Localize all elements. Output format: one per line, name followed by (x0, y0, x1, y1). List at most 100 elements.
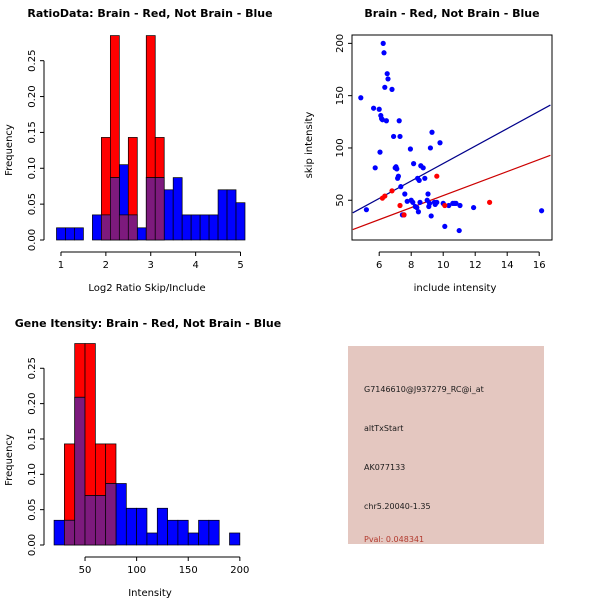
ratio-histogram-svg: RatioData: Brain - Red, Not Brain - Blue… (4, 7, 273, 294)
scatter-point-blue (446, 202, 452, 209)
y-axis-tick-label: 0.00 (27, 229, 38, 251)
histogram-bar-overlap (84, 495, 96, 546)
scatter-point-blue (398, 184, 404, 190)
scatter-point-red (382, 193, 388, 199)
histogram-bar-blue (190, 214, 201, 241)
y-axis-tick-label: 150 (335, 86, 346, 105)
scatter-point-red (397, 202, 403, 209)
histogram-bar-overlap (118, 214, 129, 241)
ratio-histogram-plot-area: 0.00 0.05 0.10 0.15 0.20 0.25 1 2 3 4 5 (27, 35, 246, 271)
histogram-bar-blue (226, 189, 237, 241)
histogram-bar-overlap (109, 177, 120, 241)
histogram-bar-overlap (145, 177, 156, 241)
scatter-point-blue (363, 207, 369, 213)
scatter-point-blue (377, 149, 383, 155)
scatter-point-blue (539, 208, 545, 214)
scatter-point-blue (434, 199, 440, 205)
scatter-point-blue (376, 106, 382, 112)
scatter-point-blue (429, 129, 435, 135)
histogram-bar-blue (208, 519, 220, 546)
histogram-bar-overlap (127, 214, 138, 241)
scatter-point-blue (372, 165, 378, 171)
histogram-bar-overlap (154, 177, 165, 241)
histogram-bar-red (154, 137, 165, 178)
scatter-point-blue (396, 118, 402, 124)
histogram-bar-red (105, 443, 117, 484)
y-axis-tick-label: 0.25 (27, 50, 38, 72)
x-axis-tick-label: 10 (437, 260, 450, 271)
histogram-bar-blue (198, 519, 210, 546)
scatter-point-blue (382, 84, 388, 90)
histogram-bar-red (145, 35, 156, 178)
histogram-bar-blue (217, 189, 228, 241)
histogram-bar-blue (92, 214, 102, 241)
ratio-histogram-ylabel: Frequency (4, 124, 15, 176)
scatter-point-blue (428, 213, 434, 219)
y-axis-tick-label: 0.05 (27, 499, 38, 521)
y-axis-tick-label: 0.25 (27, 357, 38, 379)
histogram-bar-blue (163, 189, 174, 241)
probe-id-text: G7146610@J937279_RC@i_at (364, 385, 484, 394)
histogram-bar-red (101, 137, 111, 216)
scatter-point-blue (384, 71, 390, 77)
ratio-histogram-title: RatioData: Brain - Red, Not Brain - Blue (27, 7, 272, 20)
scatter-point-blue (415, 209, 421, 215)
accession-text: AK077133 (364, 463, 406, 472)
scatter-point-red (401, 212, 407, 218)
scatter-point-blue (456, 227, 462, 234)
x-axis-tick-label: 16 (533, 260, 546, 271)
scatter-point-blue (427, 145, 433, 151)
x-axis-tick-label: 2 (103, 260, 109, 271)
scatter-point-blue (402, 191, 408, 197)
gene-info-panel: G7146610@J937279_RC@i_at altTxStart AK07… (348, 346, 544, 544)
ratio-histogram-xlabel: Log2 Ratio Skip/Include (88, 283, 205, 294)
scatter-point-blue (385, 76, 391, 82)
y-axis-tick-label: 0.15 (27, 428, 38, 450)
x-axis-tick-label: 14 (501, 260, 514, 271)
y-axis-tick-label: 0.00 (27, 534, 38, 556)
histogram-bar-blue (56, 227, 66, 241)
x-axis-tick-label: 5 (237, 260, 243, 271)
gene-histogram-svg: Gene Itensity: Brain - Red, Not Brain - … (4, 317, 281, 599)
histogram-bar-blue (53, 519, 65, 546)
scatter-point-blue (379, 117, 385, 123)
scatter-point-blue (457, 202, 463, 209)
scatter-point-blue (471, 204, 477, 211)
histogram-bar-blue (115, 483, 127, 546)
histogram-bar-blue (136, 227, 147, 241)
histogram-bar-red (109, 35, 120, 178)
gene-histogram-plot-area: 0.00 0.05 0.10 0.15 0.20 0.25 50 100 150 200 (27, 343, 249, 576)
panel-gene-histogram: Gene Itensity: Brain - Red, Not Brain - … (0, 300, 300, 600)
histogram-bar-overlap (105, 483, 117, 546)
scatter-point-red (442, 202, 448, 209)
y-axis-tick-label: 200 (335, 34, 346, 53)
scatter-point-blue (437, 140, 443, 146)
x-axis-tick-label: 12 (469, 260, 482, 271)
scatter-point-blue (425, 191, 431, 197)
histogram-bar-red (74, 343, 86, 398)
panel-ratio-histogram: RatioData: Brain - Red, Not Brain - Blue… (0, 0, 300, 300)
x-axis-tick-label: 50 (79, 565, 92, 576)
histogram-bar-blue (156, 507, 168, 546)
gene-histogram-ylabel: Frequency (4, 434, 15, 486)
histogram-bar-blue (65, 227, 75, 241)
histogram-bar-blue (208, 214, 219, 241)
scatter-ylabel: skip intensity (304, 112, 315, 179)
histogram-bar-blue (136, 507, 148, 546)
scatter-svg: Brain - Red, Not Brain - Blue skip inten… (304, 7, 553, 294)
histogram-bar-red (127, 137, 138, 216)
x-axis-tick-label: 8 (408, 260, 414, 271)
x-axis-tick-label: 4 (192, 260, 198, 271)
histogram-bar-blue (146, 532, 158, 546)
scatter-point-blue (397, 133, 403, 140)
scatter-point-blue (442, 223, 448, 230)
scatter-point-blue (371, 105, 377, 111)
scatter-point-blue (395, 173, 401, 179)
histogram-bar-blue (125, 507, 137, 546)
y-axis-tick-label: 0.05 (27, 193, 38, 215)
scatter-point-blue (389, 86, 395, 92)
scatter-point-blue (383, 118, 389, 124)
histogram-bar-red (64, 443, 76, 521)
x-axis-tick-label: 150 (179, 565, 198, 576)
